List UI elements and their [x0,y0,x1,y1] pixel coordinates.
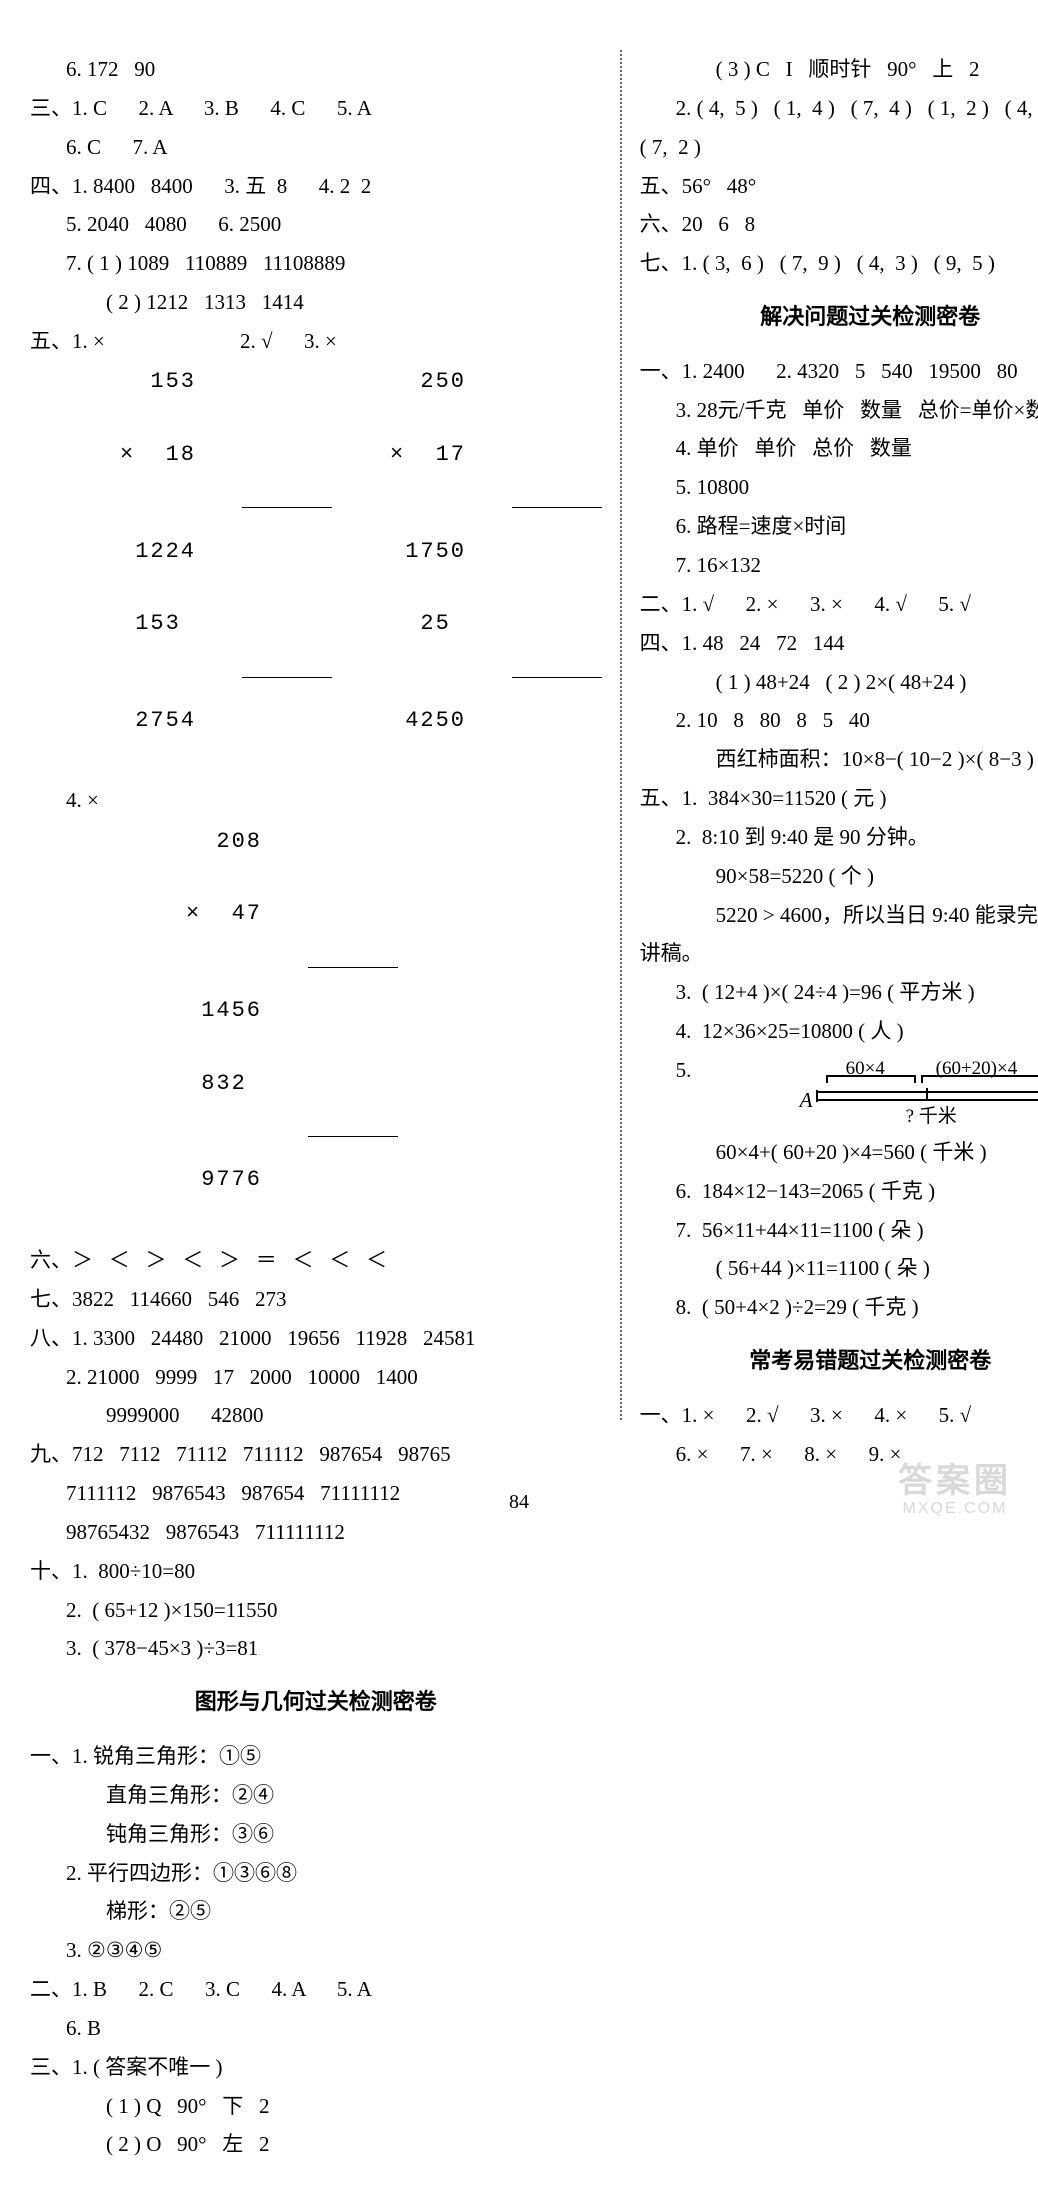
mult-row: 五、1. × 153 × 18 1224 153 2754 2. √ 3. × … [30,322,602,782]
text-line: 98765432 9876543 711111112 [30,1513,602,1552]
label: 2. √ 3. × [230,322,390,361]
text-line: 6. B [30,2009,602,2048]
mult-row: 4. × 208 × 47 1456 832 9776 [30,781,602,1241]
text-line: ( 56+44 )×11=1100 ( 朵 ) [640,1249,1038,1288]
m-p1: 1456 [186,999,398,1023]
vertical-multiplication: 208 × 47 1456 832 9776 [186,781,398,1241]
left-column: 6. 172 90 三、1. C 2. A 3. B 4. C 5. A 6. … [30,50,620,2164]
page-container: 6. 172 90 三、1. C 2. A 3. B 4. C 5. A 6. … [0,0,1038,2194]
text-line: ( 2 ) 1212 1313 1414 [30,283,602,322]
text-line: 2. 8:10 到 9:40 是 90 分钟。 [640,818,1038,857]
text-line: 5. 2040 4080 6. 2500 [30,205,602,244]
diag-label: ? 千米 [906,1099,957,1134]
text-line: 四、1. 8400 8400 3. 五 8 4. 2 2 [30,167,602,206]
text-line: 5220 > 4600，所以当日 9:40 能录完这份演 [640,896,1038,935]
m-p2: 832 [186,1072,398,1096]
m-op: × 18 [120,443,230,467]
m-res: 9776 [186,1168,398,1192]
right-column: ( 3 ) C I 顺时针 90° 上 2 2. ( 4, 5 ) ( 1, 4… [622,50,1038,2164]
text-line: 四、1. 48 24 72 144 [640,624,1038,663]
text-line: 梯形：②⑤ [30,1892,602,1931]
m-res: 2754 [120,709,230,733]
m-top: 153 [120,370,230,394]
text-line: 6. 172 90 [30,50,602,89]
text-line: 60×4+( 60+20 )×4=560 ( 千米 ) [640,1133,1038,1172]
text-line: 7. ( 1 ) 1089 110889 11108889 [30,244,602,283]
text-line: 5. 10800 [640,468,1038,507]
text-line: 3. 28元/千克 单价 数量 总价=单价×数量 [640,391,1038,430]
text-line: 3. ( 378−45×3 )÷3=81 [30,1629,602,1668]
text-line: 六、20 6 8 [640,205,1038,244]
text-line: 3. ( 12+4 )×( 24÷4 )=96 ( 平方米 ) [640,973,1038,1012]
text-line: ( 1 ) Q 90° 下 2 [30,2087,602,2126]
text-line: 7. 56×11+44×11=1100 ( 朵 ) [640,1211,1038,1250]
text-line: ( 1 ) 48+24 ( 2 ) 2×( 48+24 ) [640,663,1038,702]
text-line: 五、1. 384×30=11520 ( 元 ) [640,779,1038,818]
text-line: 4. 12×36×25=10800 ( 人 ) [640,1012,1038,1051]
vertical-multiplication: 153 × 18 1224 153 2754 [120,322,230,782]
text-line: 五、56° 48° [640,167,1038,206]
m-p1: 1224 [120,540,230,564]
text-line: 六、＞ ＜ ＞ ＜ ＞ ＝ ＜ ＜ ＜ [30,1241,602,1280]
text-line: 二、1. B 2. C 3. C 4. A 5. A [30,1970,602,2009]
text-line: 90×58=5220 ( 个 ) [640,857,1038,896]
text-line: 2. ( 65+12 )×150=11550 [30,1591,602,1630]
segment-diagram: 60×4 (60+20)×4 A B ? 千米 [806,1057,1038,1127]
text-line: 三、1. C 2. A 3. B 4. C 5. A [30,89,602,128]
section-title: 图形与几何过关检测密卷 [30,1682,602,1723]
text-line: 三、1. ( 答案不唯一 ) [30,2048,602,2087]
text-line: 七、1. ( 3, 6 ) ( 7, 9 ) ( 4, 3 ) ( 9, 5 ) [640,244,1038,283]
section-title: 常考易错题过关检测密卷 [640,1341,1038,1382]
diag-point: A [800,1081,813,1120]
page-number: 84 [0,1491,1038,1514]
text-line: 2. 21000 9999 17 2000 10000 1400 [30,1358,602,1397]
m-top: 250 [390,370,602,394]
watermark-sub: MXQE.COM [898,1500,1012,1518]
m-p2: 153 [120,612,230,636]
text-line: 2. 10 8 80 8 5 40 [640,701,1038,740]
diag-label: (60+20)×4 [936,1051,1018,1086]
m-op: × 47 [186,902,398,926]
text-line: ( 7, 2 ) [640,128,1038,167]
m-p1: 1750 [390,540,602,564]
text-line: 直角三角形：②④ [30,1776,602,1815]
text-line: 6. 路程=速度×时间 [640,507,1038,546]
text-line: 一、1. 锐角三角形：①⑤ [30,1737,602,1776]
text-line: 一、1. × 2. √ 3. × 4. × 5. √ [640,1396,1038,1435]
text-line: 8. ( 50+4×2 )÷2=29 ( 千克 ) [640,1288,1038,1327]
text-line: 7. 16×132 [640,546,1038,585]
text-line: 6. C 7. A [30,128,602,167]
text-line: 2. 平行四边形：①③⑥⑧ [30,1854,602,1893]
text-line: 6. 184×12−143=2065 ( 千克 ) [640,1172,1038,1211]
m-res: 4250 [390,709,602,733]
text-line: 2. ( 4, 5 ) ( 1, 4 ) ( 7, 4 ) ( 1, 2 ) (… [640,89,1038,128]
m-p2: 25 [390,612,602,636]
vertical-multiplication: 250 × 17 1750 25 4250 [390,322,602,782]
label: 5. [640,1051,736,1133]
m-op: × 17 [390,443,602,467]
watermark: 答案圈 MXQE.COM [898,1463,1012,1518]
text-line: 八、1. 3300 24480 21000 19656 11928 24581 [30,1319,602,1358]
text-line: 讲稿。 [640,934,1038,973]
diag-label: 60×4 [846,1051,885,1086]
section-title: 解决问题过关检测密卷 [640,297,1038,338]
m-top: 208 [186,830,398,854]
text-line: 3. ②③④⑤ [30,1931,602,1970]
text-line: 9999000 42800 [30,1396,602,1435]
text-line: 钝角三角形：③⑥ [30,1815,602,1854]
text-line: 十、1. 800÷10=80 [30,1552,602,1591]
label: 五、1. × [30,322,120,361]
text-line: 七、3822 114660 546 273 [30,1280,602,1319]
text-line: ( 2 ) O 90° 左 2 [30,2125,602,2164]
text-line: ( 3 ) C I 顺时针 90° 上 2 [640,50,1038,89]
text-line: 4. 单价 单价 总价 数量 [640,429,1038,468]
label: 4. × [30,781,186,820]
watermark-main: 答案圈 [898,1463,1012,1500]
text-line: 九、712 7112 71112 711112 987654 98765 [30,1435,602,1474]
text-line: 西红柿面积：10×8−( 10−2 )×( 8−3 ) [640,740,1038,779]
text-line: 二、1. √ 2. × 3. × 4. √ 5. √ [640,585,1038,624]
text-line: 一、1. 2400 2. 4320 5 540 19500 80 [640,352,1038,391]
